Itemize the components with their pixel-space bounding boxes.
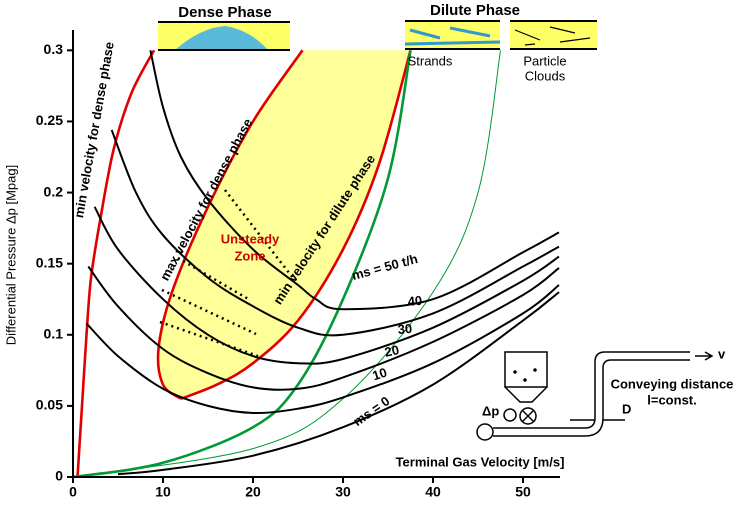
curve-label: ms = 0 [350,393,392,429]
curve [72,50,501,478]
curve [76,49,156,478]
curve-label: 20 [383,342,400,360]
curve [149,50,560,311]
curve-label: 30 [397,321,413,337]
x-tick-label: 0 [69,484,77,500]
y-tick-label: 0.15 [36,254,63,270]
zone-label: Zone [234,248,265,263]
dotted-lines [159,189,294,358]
y-axis-label: Differential Pressure Δp [Mpag] [3,165,18,345]
y-tick-label: 0.3 [44,41,64,57]
curve [156,49,304,400]
curve [117,291,560,476]
y-tick-label: 0.1 [44,325,64,341]
dilute-phase-picture [404,20,597,50]
curve [85,284,560,415]
unsteady-zone [158,50,411,399]
x-tick-label: 50 [515,484,531,500]
axis-layer: 0 0.05 0.1 0.15 0.2 0.25 0.3 0 10 20 30 40 50 [36,41,531,500]
inset-title: Dense Phase [178,4,271,21]
x-tick-label: 30 [335,484,351,500]
y-tick-label: 0 [55,468,63,484]
x-axis-label: Terminal Gas Velocity [m/s] [396,454,565,469]
inset-label: Clouds [525,68,566,83]
curve [110,129,560,337]
curve-label: 10 [370,365,388,384]
curve [72,50,412,479]
curve-layer [72,49,560,479]
curve [180,49,412,401]
y-tick-label: 0.2 [44,183,64,199]
schematic-label: Δp [482,403,499,418]
inset-title: Dilute Phase [430,2,520,19]
curve-label: 40 [407,293,423,309]
inset-label: Particle [523,53,566,68]
y-tick-label: 0.25 [36,112,63,128]
conveying-schematic [476,351,714,441]
zone-label: Unsteady [221,231,280,246]
schematic-label: Conveying distance [611,376,734,391]
y-tick-label: 0.05 [36,397,63,413]
dense-phase-picture [158,21,290,51]
curve [93,206,560,365]
curve-label: min velocity for dense phase [71,41,117,219]
x-tick-label: 20 [245,484,261,500]
inset-label: Strands [408,53,453,68]
zone-layer [158,50,411,399]
x-tick-label: 40 [425,484,441,500]
curve [87,265,560,391]
x-tick-label: 10 [155,484,171,500]
schematic-label: D [622,401,631,416]
schematic-label: l=const. [647,392,697,407]
schematic-label: v [718,346,726,361]
